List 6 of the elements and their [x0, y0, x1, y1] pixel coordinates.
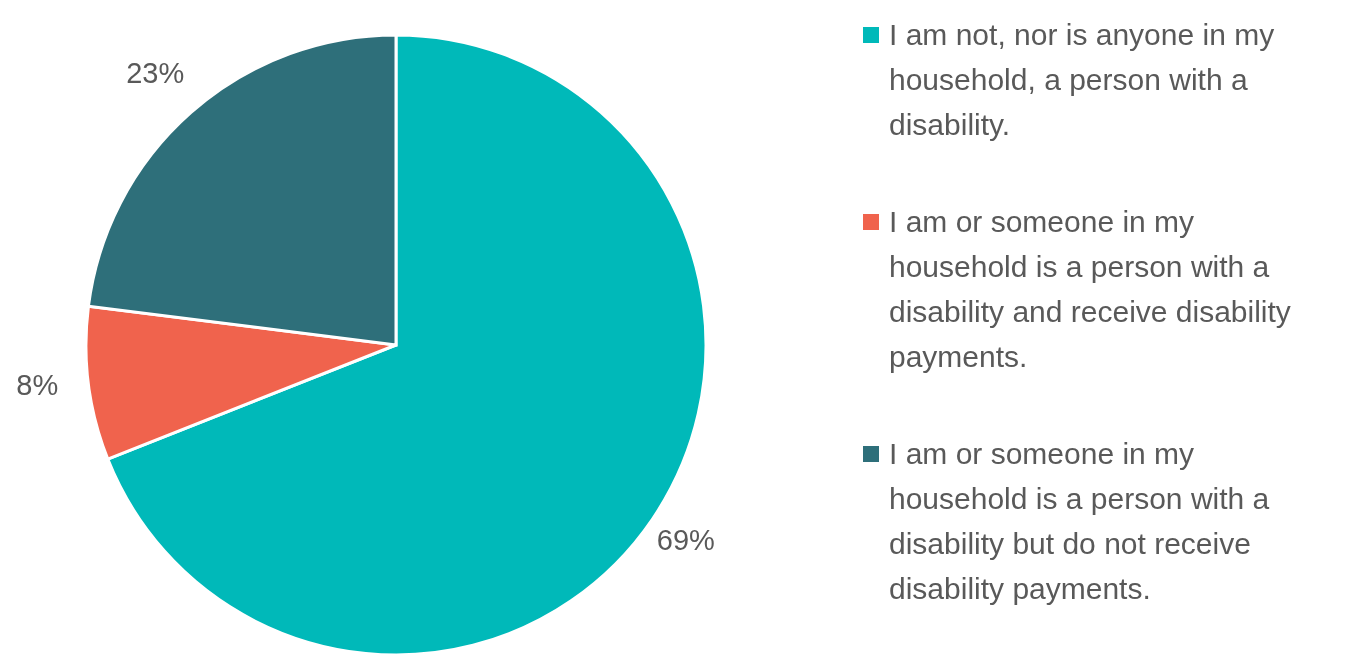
legend-label: I am or someone in my household is a person with a disability and receive disability payments.: [889, 204, 1292, 375]
legend-label: I am or someone in my household is a person with a disability but do not receive disability payments.: [889, 436, 1271, 607]
data-label: 23%: [126, 56, 185, 89]
legend-label: I am not, nor is anyone in my household, a person with a disability.: [889, 17, 1276, 143]
data-label: 69%: [656, 524, 715, 557]
data-label: 8%: [16, 368, 59, 401]
